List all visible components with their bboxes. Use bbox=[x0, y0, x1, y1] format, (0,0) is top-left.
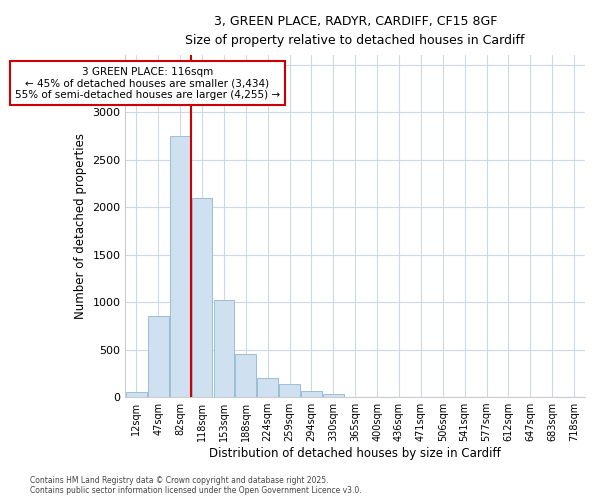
Bar bbox=[279, 384, 300, 397]
Bar bbox=[214, 300, 234, 397]
Bar bbox=[126, 392, 147, 397]
Bar bbox=[301, 392, 322, 397]
Bar bbox=[191, 198, 212, 397]
X-axis label: Distribution of detached houses by size in Cardiff: Distribution of detached houses by size … bbox=[209, 447, 501, 460]
Title: 3, GREEN PLACE, RADYR, CARDIFF, CF15 8GF
Size of property relative to detached h: 3, GREEN PLACE, RADYR, CARDIFF, CF15 8GF… bbox=[185, 15, 525, 47]
Y-axis label: Number of detached properties: Number of detached properties bbox=[74, 133, 87, 319]
Bar bbox=[170, 136, 191, 397]
Bar bbox=[148, 316, 169, 397]
Text: 3 GREEN PLACE: 116sqm
← 45% of detached houses are smaller (3,434)
55% of semi-d: 3 GREEN PLACE: 116sqm ← 45% of detached … bbox=[15, 66, 280, 100]
Bar bbox=[257, 378, 278, 397]
Bar bbox=[323, 394, 344, 397]
Bar bbox=[235, 354, 256, 397]
Text: Contains HM Land Registry data © Crown copyright and database right 2025.
Contai: Contains HM Land Registry data © Crown c… bbox=[30, 476, 362, 495]
